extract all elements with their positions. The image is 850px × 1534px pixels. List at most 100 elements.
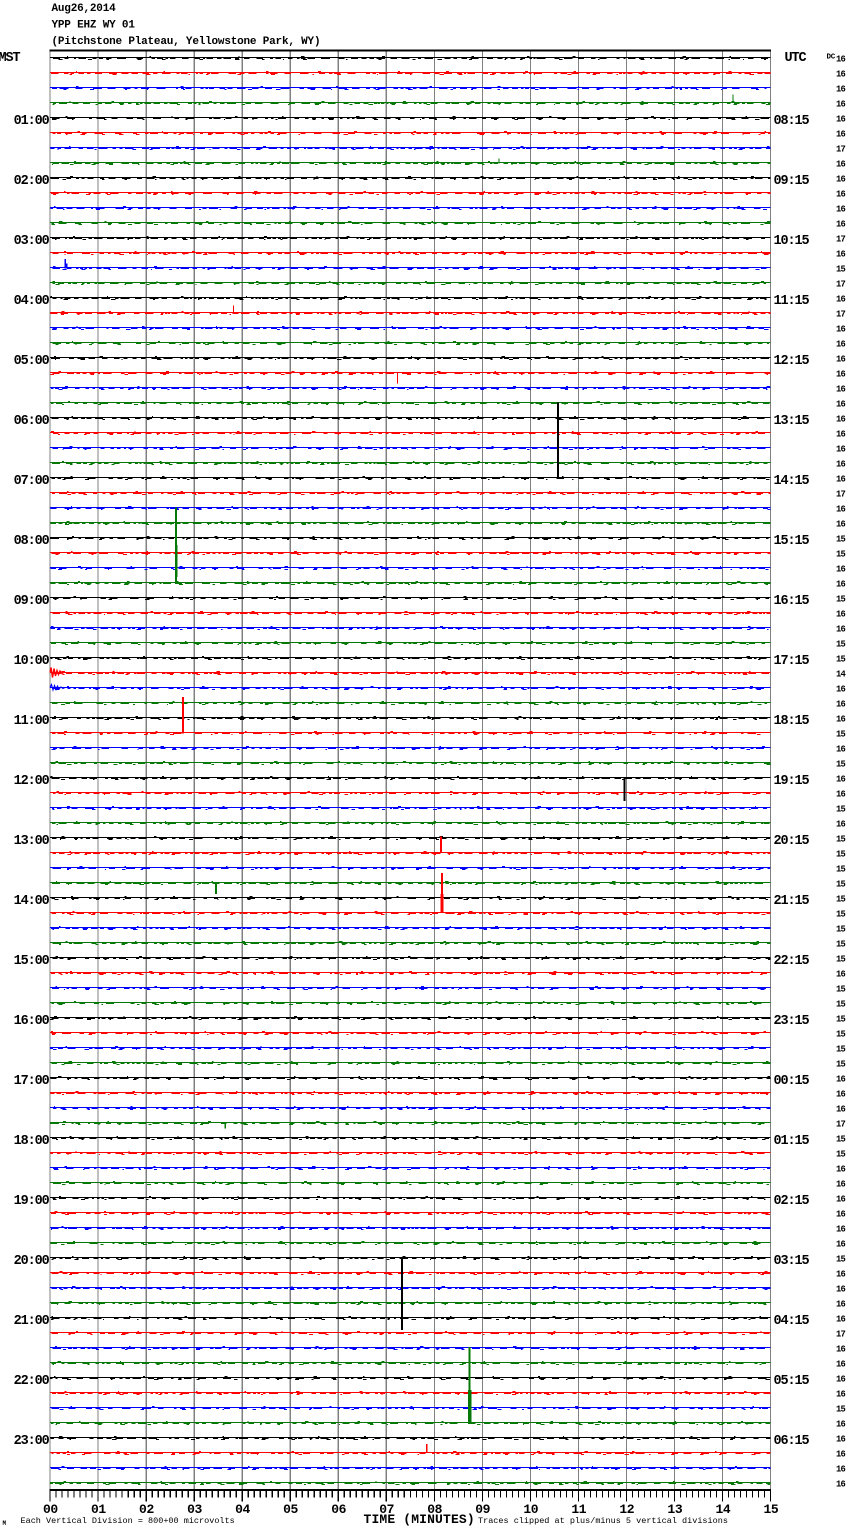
svg-text:TIME (MINUTES): TIME (MINUTES) <box>364 1512 475 1527</box>
svg-text:15: 15 <box>836 924 845 934</box>
svg-text:07:00: 07:00 <box>14 474 50 489</box>
svg-text:10:00: 10:00 <box>14 654 50 669</box>
svg-text:20:15: 20:15 <box>774 834 810 849</box>
svg-text:16: 16 <box>836 339 845 349</box>
svg-text:19:15: 19:15 <box>774 774 810 789</box>
svg-text:16: 16 <box>836 1209 845 1219</box>
svg-text:16: 16 <box>836 1104 845 1114</box>
svg-text:04:00: 04:00 <box>14 294 50 309</box>
svg-text:16: 16 <box>836 564 845 574</box>
svg-text:16: 16 <box>836 624 845 634</box>
svg-text:16: 16 <box>836 1089 845 1099</box>
svg-text:15: 15 <box>836 759 845 769</box>
svg-text:12:00: 12:00 <box>14 774 50 789</box>
svg-text:05: 05 <box>283 1502 298 1517</box>
svg-text:12: 12 <box>619 1502 634 1517</box>
svg-text:16: 16 <box>836 819 845 829</box>
svg-text:14: 14 <box>836 669 846 679</box>
svg-text:16: 16 <box>836 54 845 64</box>
svg-text:11:15: 11:15 <box>774 294 810 309</box>
svg-text:15: 15 <box>836 1404 845 1414</box>
svg-text:16: 16 <box>836 579 845 589</box>
svg-text:16: 16 <box>836 129 845 139</box>
svg-text:10:15: 10:15 <box>774 234 810 249</box>
svg-text:05:15: 05:15 <box>774 1374 810 1389</box>
svg-text:15: 15 <box>836 534 845 544</box>
svg-text:06: 06 <box>331 1502 346 1517</box>
svg-text:15: 15 <box>836 954 845 964</box>
svg-text:16: 16 <box>836 114 845 124</box>
svg-text:16: 16 <box>836 744 845 754</box>
svg-text:11:00: 11:00 <box>14 714 50 729</box>
svg-text:17:15: 17:15 <box>774 654 810 669</box>
svg-text:17: 17 <box>836 1329 845 1339</box>
svg-text:16: 16 <box>836 1269 845 1279</box>
svg-text:16: 16 <box>836 969 845 979</box>
svg-text:18:15: 18:15 <box>774 714 810 729</box>
svg-text:15: 15 <box>836 1254 845 1264</box>
svg-text:04:15: 04:15 <box>774 1314 810 1329</box>
svg-text:16: 16 <box>836 399 845 409</box>
svg-text:18:00: 18:00 <box>14 1134 50 1149</box>
svg-text:03:15: 03:15 <box>774 1254 810 1269</box>
svg-text:16: 16 <box>836 159 845 169</box>
svg-text:16: 16 <box>836 384 845 394</box>
svg-text:01:00: 01:00 <box>14 114 50 129</box>
svg-text:04: 04 <box>235 1502 250 1517</box>
svg-text:15: 15 <box>836 639 845 649</box>
svg-text:16:00: 16:00 <box>14 1014 50 1029</box>
svg-text:15: 15 <box>836 894 845 904</box>
svg-text:17: 17 <box>836 279 845 289</box>
svg-text:21:15: 21:15 <box>774 894 810 909</box>
svg-text:17: 17 <box>836 234 845 244</box>
svg-text:15: 15 <box>836 909 845 919</box>
svg-text:15: 15 <box>836 864 845 874</box>
svg-text:15: 15 <box>836 264 845 274</box>
svg-text:00:15: 00:15 <box>774 1074 810 1089</box>
svg-text:16: 16 <box>836 699 845 709</box>
svg-text:16: 16 <box>836 84 845 94</box>
svg-text:02:15: 02:15 <box>774 1194 810 1209</box>
svg-text:(Pitchstone Plateau, Yellowsto: (Pitchstone Plateau, Yellowstone Park, W… <box>52 36 321 48</box>
svg-text:17:00: 17:00 <box>14 1074 50 1089</box>
svg-text:15: 15 <box>836 549 845 559</box>
svg-text:15: 15 <box>836 594 845 604</box>
svg-text:MST: MST <box>0 51 21 66</box>
svg-text:23:15: 23:15 <box>774 1014 810 1029</box>
svg-text:15: 15 <box>836 1044 845 1054</box>
svg-text:03:00: 03:00 <box>14 234 50 249</box>
svg-text:14:00: 14:00 <box>14 894 50 909</box>
svg-text:Each Vertical Division = 800+: Each Vertical Division = 800+00 microvol… <box>21 1516 235 1526</box>
svg-text:02:00: 02:00 <box>14 174 50 189</box>
svg-text:16: 16 <box>836 444 845 454</box>
svg-text:15: 15 <box>836 1014 845 1024</box>
svg-text:16: 16 <box>836 1284 845 1294</box>
svg-text:10: 10 <box>523 1502 538 1517</box>
svg-text:01:15: 01:15 <box>774 1134 810 1149</box>
svg-text:09:00: 09:00 <box>14 594 50 609</box>
svg-text:16: 16 <box>836 1224 845 1234</box>
svg-text:16: 16 <box>836 459 845 469</box>
svg-text:02: 02 <box>139 1502 154 1517</box>
svg-text:13: 13 <box>667 1502 682 1517</box>
svg-text:14: 14 <box>715 1502 730 1517</box>
svg-text:03: 03 <box>187 1502 202 1517</box>
svg-text:13:00: 13:00 <box>14 834 50 849</box>
svg-text:08: 08 <box>427 1502 442 1517</box>
svg-text:00: 00 <box>43 1502 58 1517</box>
svg-text:16: 16 <box>836 1164 845 1174</box>
svg-text:16: 16 <box>836 1194 845 1204</box>
svg-text:16: 16 <box>836 1179 845 1189</box>
svg-text:16: 16 <box>836 354 845 364</box>
svg-text:22:00: 22:00 <box>14 1374 50 1389</box>
svg-text:14:15: 14:15 <box>774 474 810 489</box>
svg-text:16: 16 <box>836 1479 845 1489</box>
svg-text:16:15: 16:15 <box>774 594 810 609</box>
svg-text:16: 16 <box>836 1374 845 1384</box>
svg-text:15: 15 <box>836 1149 845 1159</box>
svg-text:16: 16 <box>836 99 845 109</box>
svg-text:15: 15 <box>836 834 845 844</box>
svg-text:16: 16 <box>836 1449 845 1459</box>
svg-text:11: 11 <box>571 1502 586 1517</box>
svg-text:UTC: UTC <box>785 51 807 66</box>
